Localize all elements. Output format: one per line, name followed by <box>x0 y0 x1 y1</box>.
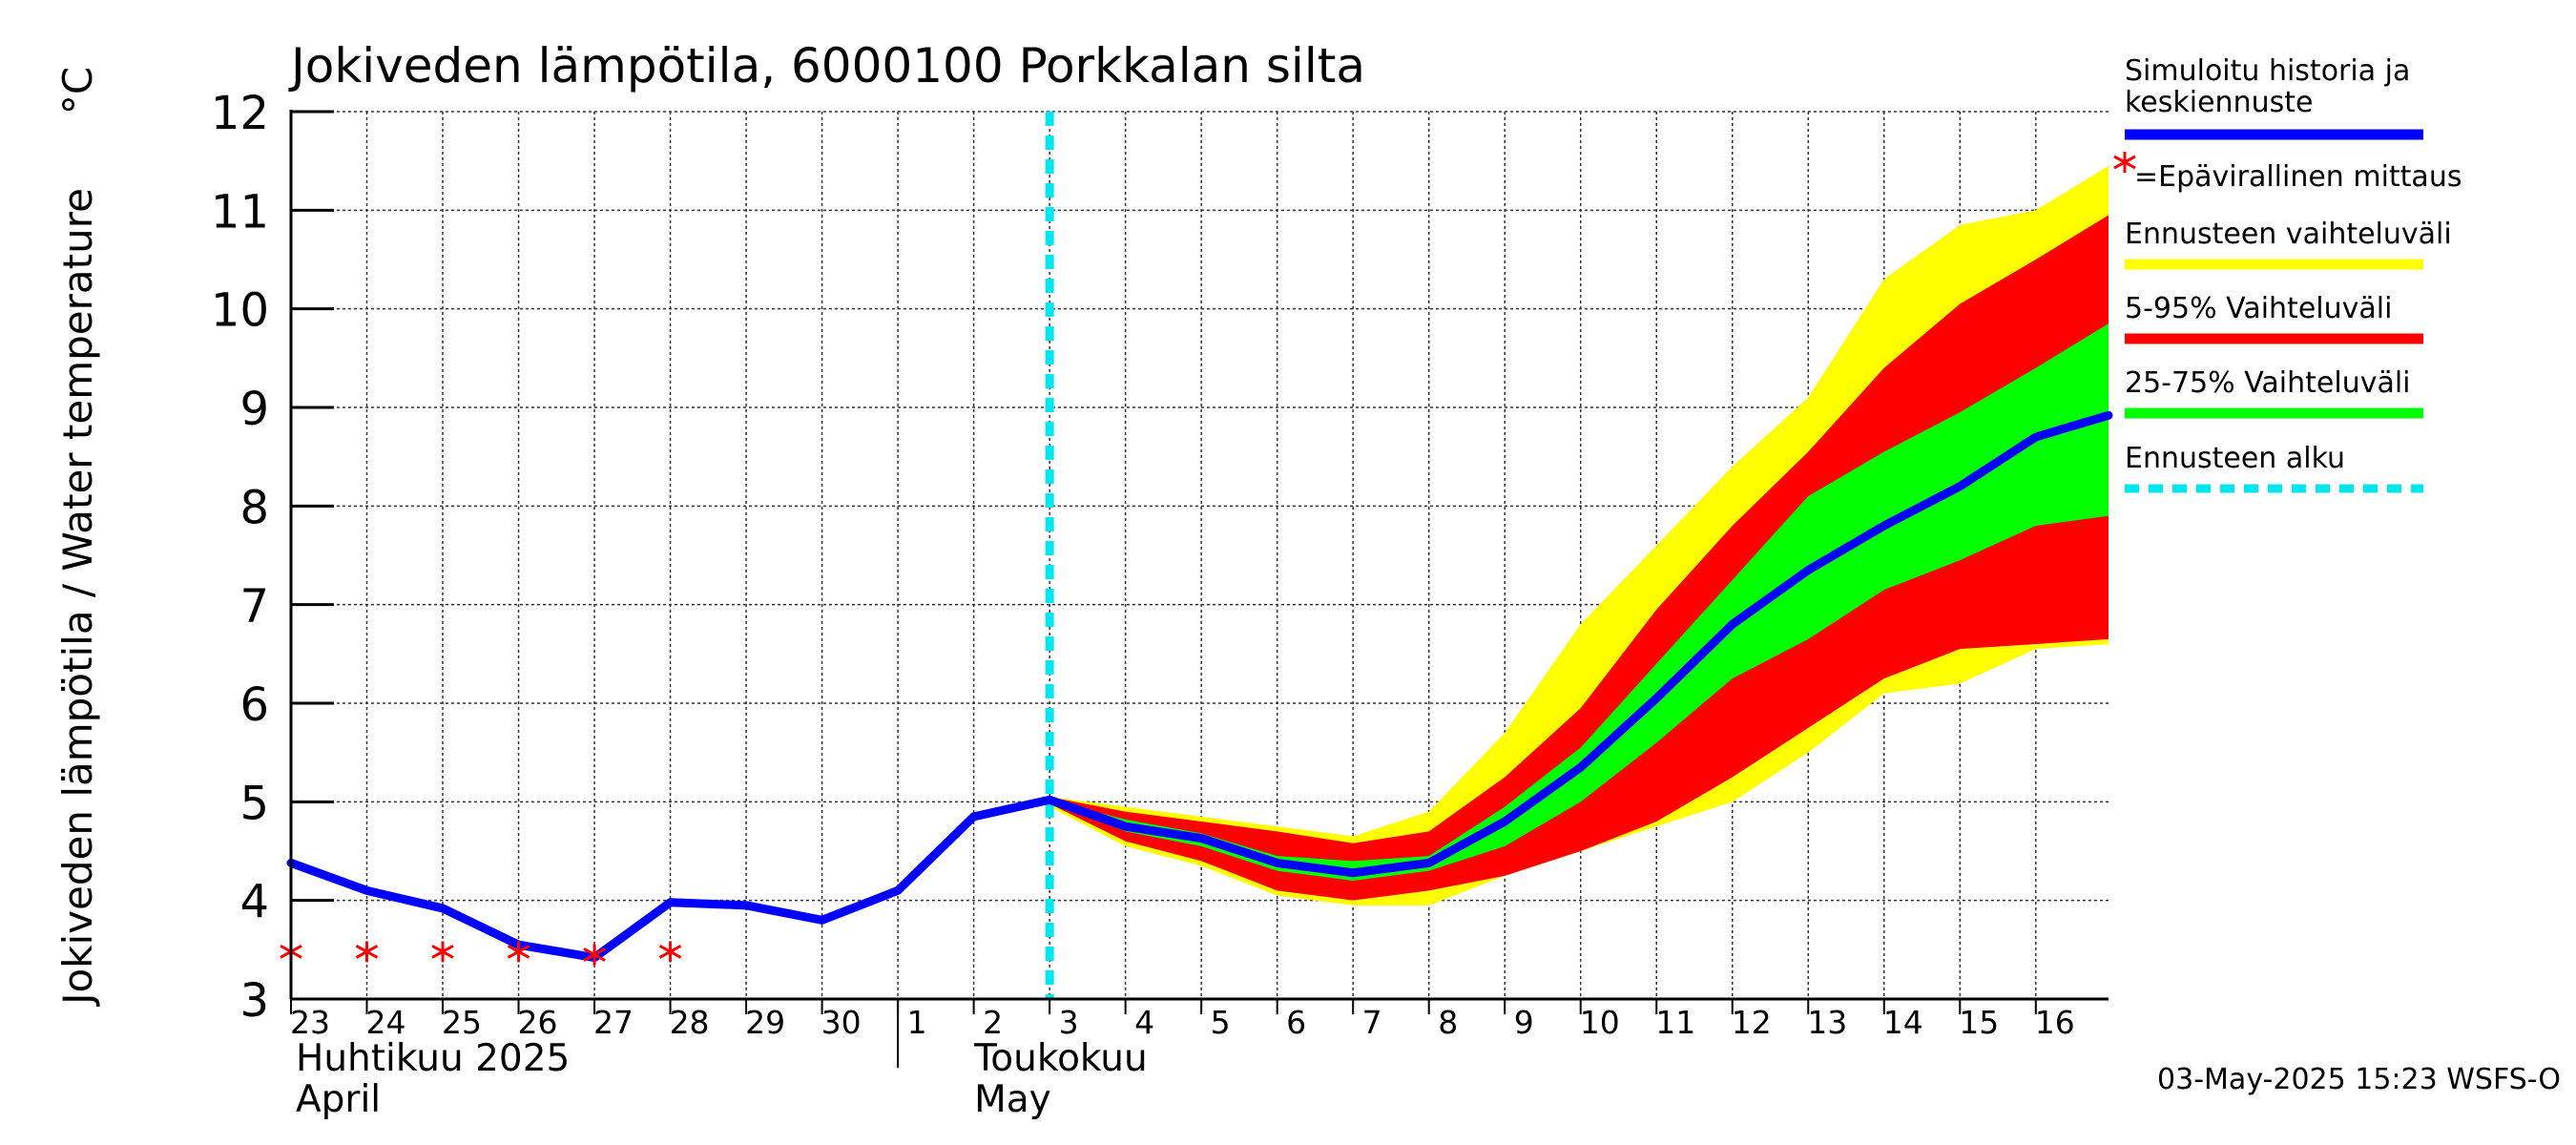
legend-label: Ennusteen vaihteluväli <box>2125 218 2452 251</box>
measurement-marker <box>431 941 454 963</box>
band-ennusteen-vaihteluv-li <box>1049 165 2109 906</box>
y-tick-label: 7 <box>239 580 269 634</box>
y-tick-label: 4 <box>239 876 269 929</box>
legend-item: 5-95% Vaihteluväli <box>2125 292 2423 344</box>
unofficial-measurements <box>280 941 682 966</box>
legend-label: keskiennuste <box>2125 86 2313 119</box>
x-tick-label: 15 <box>1959 1004 1999 1041</box>
measurement-marker <box>583 944 606 966</box>
x-tick-label: 6 <box>1286 1004 1306 1041</box>
legend-item: 25-75% Vaihteluväli <box>2125 366 2423 419</box>
x-tick-label: 14 <box>1883 1004 1923 1041</box>
month-label-fi: Toukokuu <box>973 1037 1148 1080</box>
x-tick-label: 24 <box>366 1004 406 1041</box>
measurement-marker <box>355 941 379 963</box>
x-tick-label: 16 <box>2035 1004 2075 1041</box>
x-tick-label: 7 <box>1362 1004 1382 1041</box>
y-tick-label: 11 <box>211 185 269 239</box>
month-label-en: April <box>296 1078 381 1121</box>
legend-item: Ennusteen alku <box>2125 442 2423 493</box>
y-tick-label: 8 <box>239 481 269 534</box>
x-tick-label: 27 <box>593 1004 634 1041</box>
legend-item: =Epävirallinen mittaus <box>2113 152 2462 194</box>
marker-stroke <box>431 945 454 959</box>
x-tick-label: 29 <box>745 1004 785 1041</box>
legend-label: 25-75% Vaihteluväli <box>2125 366 2411 400</box>
x-tick-label: 12 <box>1732 1004 1772 1041</box>
marker-stroke <box>583 947 606 962</box>
measurement-marker <box>658 941 682 963</box>
marker-stroke <box>507 945 530 959</box>
y-tick-labels: 3 4 5 6 7 8 9 10 11 12 <box>211 87 269 1028</box>
x-tick-label: 9 <box>1514 1004 1534 1041</box>
y-tick-label: 5 <box>239 777 269 830</box>
measurement-marker <box>507 941 530 963</box>
x-tick-label: 4 <box>1134 1004 1154 1041</box>
footer-timestamp: 03-May-2025 15:23 WSFS-O <box>2157 1063 2561 1096</box>
marker-stroke <box>658 945 682 959</box>
legend-item: Ennusteen vaihteluväli <box>2125 218 2452 270</box>
axes <box>289 110 2109 1068</box>
y-axis-unit: °C <box>54 67 101 114</box>
legend-marker <box>2113 155 2136 170</box>
y-axis-label: Jokiveden lämpötila / Water temperature <box>54 188 101 1008</box>
chart-title: Jokiveden lämpötila, 6000100 Porkkalan s… <box>288 38 1365 94</box>
x-tick-labels: 23 24 25 26 27 28 29 30 1 2 3 4 5 6 7 8 9 10 11 12 13 14 15 16 <box>290 1004 2075 1041</box>
x-tick-label: 23 <box>290 1004 330 1041</box>
legend-label: Simuloitu historia ja <box>2125 54 2410 88</box>
x-tick-label: 30 <box>821 1004 862 1041</box>
x-tick-label: 1 <box>907 1004 927 1041</box>
x-tick-label: 26 <box>518 1004 558 1041</box>
y-tick-label: 9 <box>239 383 269 436</box>
month-label-fi: Huhtikuu 2025 <box>296 1037 570 1080</box>
x-tick-label: 2 <box>983 1004 1003 1041</box>
x-tick-label: 10 <box>1580 1004 1620 1041</box>
x-tick-label: 28 <box>670 1004 710 1041</box>
x-tick-label: 8 <box>1438 1004 1458 1041</box>
y-tick-label: 3 <box>239 974 269 1028</box>
month-label-en: May <box>974 1078 1051 1121</box>
marker-stroke <box>355 945 379 959</box>
x-tick-label: 13 <box>1807 1004 1847 1041</box>
x-tick-label: 5 <box>1211 1004 1231 1041</box>
x-tick-label: 3 <box>1059 1004 1079 1041</box>
y-tick-label: 10 <box>211 284 269 338</box>
legend-label: 5-95% Vaihteluväli <box>2125 292 2392 325</box>
x-tick-label: 11 <box>1655 1004 1695 1041</box>
x-tick-label: 25 <box>442 1004 482 1041</box>
legend-label: =Epävirallinen mittaus <box>2134 160 2462 194</box>
y-tick-label: 6 <box>239 678 269 732</box>
legend-label: Ennusteen alku <box>2125 442 2345 475</box>
y-tick-label: 12 <box>211 87 269 140</box>
